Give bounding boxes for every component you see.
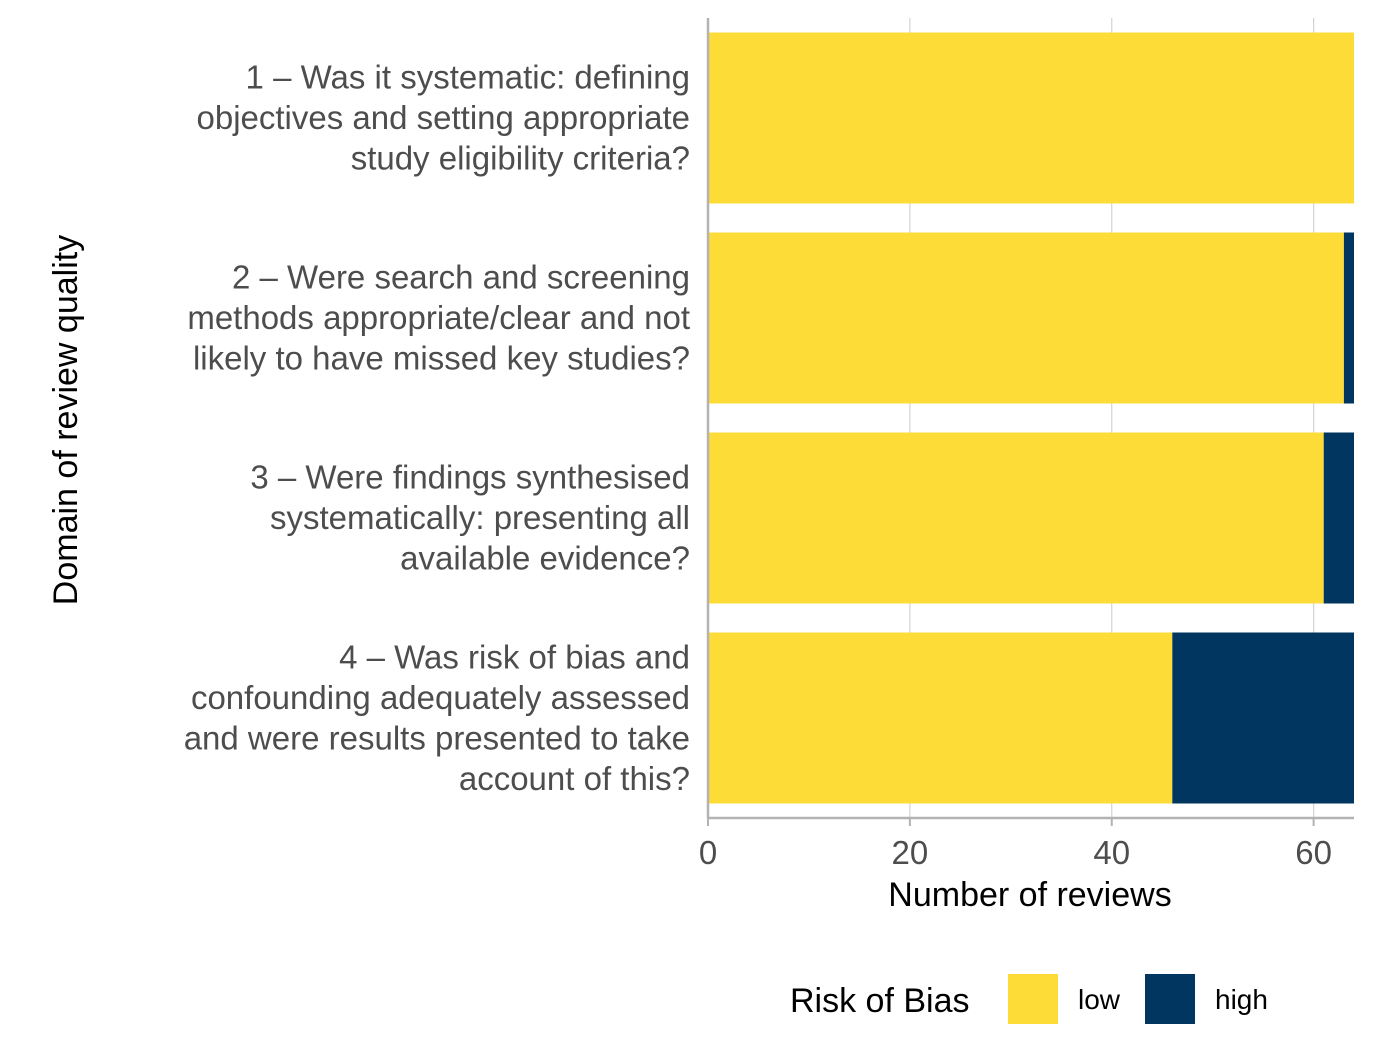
category-label-2-line-3: likely to have missed key studies? <box>193 340 690 377</box>
legend-label-high: high <box>1215 984 1268 1015</box>
bar-high-2 <box>1343 232 1354 404</box>
x-tick-label-2: 40 <box>1093 834 1130 871</box>
legend-key-high <box>1145 974 1195 1024</box>
category-label-2-line-2: methods appropriate/clear and not <box>187 299 690 336</box>
category-label-2-line-1: 2 – Were search and screening <box>232 259 690 296</box>
legend-label-low: low <box>1078 984 1121 1015</box>
legend-key-low <box>1008 974 1058 1024</box>
category-label-2: 2 – Were search and screening methods app… <box>187 259 690 377</box>
category-label-1-line-3: study eligibility criteria? <box>351 140 690 177</box>
category-label-4-line-3: and were results presented to take <box>184 719 690 756</box>
bar-high-4 <box>1172 632 1354 804</box>
axes: 0 20 40 60 <box>699 18 1354 871</box>
bar-low-1 <box>708 32 1354 204</box>
bar-low-2 <box>708 232 1344 404</box>
x-axis-title: Number of reviews <box>888 876 1171 914</box>
category-label-1: 1 – Was it systematic: defining objective… <box>197 59 691 177</box>
legend-title: Risk of Bias <box>790 982 970 1020</box>
category-label-3: 3 – Were findings synthesised systematica… <box>250 459 690 577</box>
category-labels: 1 – Was it systematic: defining objective… <box>184 59 690 797</box>
bar-low-4 <box>708 632 1173 804</box>
category-label-3-line-1: 3 – Were findings synthesised <box>250 459 690 496</box>
x-tick-label-1: 20 <box>892 834 929 871</box>
category-label-1-line-2: objectives and setting appropriate <box>197 99 691 136</box>
category-label-4-line-2: confounding adequately assessed <box>191 679 690 716</box>
category-label-3-line-3: available evidence? <box>400 540 690 577</box>
legend: Risk of Bias low high <box>790 974 1268 1024</box>
category-label-4-line-4: account of this? <box>459 760 690 797</box>
category-label-3-line-2: systematically: presenting all <box>270 499 690 536</box>
y-axis-title: Domain of review quality <box>47 235 85 605</box>
category-label-4: 4 – Was risk of bias and confounding adeq… <box>184 638 690 797</box>
bar-low-3 <box>708 432 1324 604</box>
x-tick-label-3: 60 <box>1295 834 1332 871</box>
x-tick-label-0: 0 <box>699 834 717 871</box>
bars <box>708 32 1354 804</box>
category-label-1-line-1: 1 – Was it systematic: defining <box>246 59 690 96</box>
bar-high-3 <box>1323 432 1354 604</box>
category-label-4-line-1: 4 – Was risk of bias and <box>339 638 690 675</box>
